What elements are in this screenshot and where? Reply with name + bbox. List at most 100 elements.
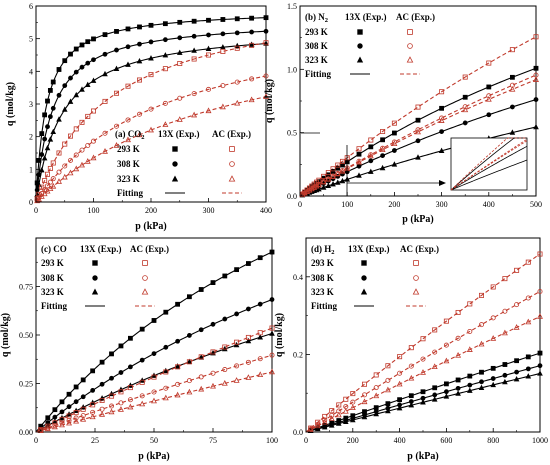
- x-tick-label: 0: [304, 436, 308, 445]
- point-ac: [320, 178, 327, 185]
- point-ac: [198, 374, 204, 380]
- point-13x: [163, 344, 169, 350]
- legend-marker-13x: [361, 260, 367, 266]
- point-13x: [321, 424, 328, 430]
- x-tick-label: 200: [388, 200, 400, 209]
- point-13x: [73, 69, 79, 75]
- point-ac: [175, 364, 181, 370]
- point-13x: [514, 358, 519, 364]
- legend-marker-ac: [141, 288, 149, 295]
- point-ac: [315, 419, 321, 425]
- point-ac: [66, 419, 73, 426]
- point-ac: [99, 397, 105, 403]
- point-ac: [102, 98, 108, 104]
- point-ac: [420, 336, 426, 342]
- point-ac: [379, 146, 386, 153]
- point-ac: [334, 170, 341, 177]
- point-ac: [222, 367, 228, 373]
- point-13x: [210, 321, 216, 327]
- point-ac: [139, 400, 146, 407]
- point-ac: [234, 45, 240, 51]
- point-ac: [47, 179, 53, 185]
- point-ac: [257, 371, 264, 378]
- y-tick-label: 5: [29, 35, 33, 44]
- point-13x: [36, 172, 42, 178]
- point-ac: [117, 406, 124, 412]
- point-13x: [80, 377, 86, 383]
- y-tick-label: 6: [29, 2, 33, 11]
- point-ac: [486, 60, 492, 66]
- point-ac: [467, 328, 473, 334]
- point-13x: [102, 70, 108, 77]
- y-tick-label: 0.00: [19, 428, 33, 437]
- point-13x: [391, 148, 397, 153]
- point-13x: [510, 104, 515, 110]
- point-ac: [245, 374, 252, 380]
- point-ac: [380, 128, 386, 134]
- point-13x: [137, 24, 142, 30]
- point-13x: [205, 45, 212, 52]
- point-ac: [361, 392, 367, 398]
- point-ac: [537, 288, 543, 294]
- point-ac: [163, 385, 169, 391]
- x-tick-label: 100: [266, 436, 278, 445]
- point-13x: [39, 131, 45, 137]
- legend-marker-ac: [142, 260, 148, 266]
- point-13x: [443, 381, 449, 387]
- point-ac: [59, 420, 65, 426]
- point-13x: [342, 418, 349, 424]
- point-13x: [108, 390, 115, 397]
- point-ac: [408, 345, 414, 351]
- legend-marker-13x: [171, 175, 179, 182]
- point-ac: [391, 140, 398, 146]
- point-13x: [113, 65, 120, 72]
- point-13x: [139, 357, 145, 363]
- point-ac: [56, 169, 62, 175]
- point-13x: [361, 413, 368, 420]
- legend-marker-13x: [91, 288, 99, 295]
- point-ac: [61, 173, 68, 180]
- point-13x: [479, 379, 484, 385]
- point-13x: [246, 261, 251, 266]
- point-ac: [514, 267, 520, 273]
- point-ac: [502, 308, 508, 314]
- point-ac: [113, 142, 120, 148]
- point-13x: [125, 26, 131, 32]
- point-13x: [462, 94, 468, 100]
- point-ac: [415, 104, 421, 110]
- point-13x: [176, 49, 183, 55]
- point-ac: [220, 48, 226, 54]
- point-13x: [537, 370, 543, 376]
- panel-c-legend-fit: Fitting: [41, 301, 67, 311]
- point-13x: [257, 334, 264, 340]
- point-13x: [39, 152, 45, 157]
- x-tick-label: 75: [209, 436, 217, 445]
- point-13x: [114, 29, 119, 34]
- point-ac: [443, 318, 449, 324]
- point-ac: [478, 292, 484, 298]
- point-ac: [68, 133, 74, 139]
- point-13x: [316, 185, 322, 192]
- panel-c-marks: [35, 249, 275, 434]
- point-13x: [73, 46, 79, 52]
- point-ac: [308, 185, 315, 192]
- point-13x: [439, 129, 444, 135]
- panel-d-legend-row2: 308 K: [311, 273, 334, 283]
- point-13x: [320, 184, 327, 190]
- point-ac: [245, 359, 251, 365]
- point-ac: [432, 349, 438, 355]
- point-ac: [361, 381, 367, 387]
- point-13x: [206, 17, 211, 23]
- fit-curve-ac-308K: [35, 75, 267, 203]
- point-ac: [162, 100, 168, 106]
- point-ac: [73, 415, 79, 421]
- panel-d-title-text: (d) H: [311, 244, 331, 254]
- point-13x: [513, 376, 520, 382]
- point-13x: [479, 369, 484, 375]
- point-ac: [462, 106, 469, 113]
- point-ac: [462, 104, 468, 110]
- point-13x: [79, 64, 85, 70]
- point-13x: [367, 168, 374, 174]
- point-13x: [257, 255, 263, 261]
- point-13x: [245, 306, 251, 312]
